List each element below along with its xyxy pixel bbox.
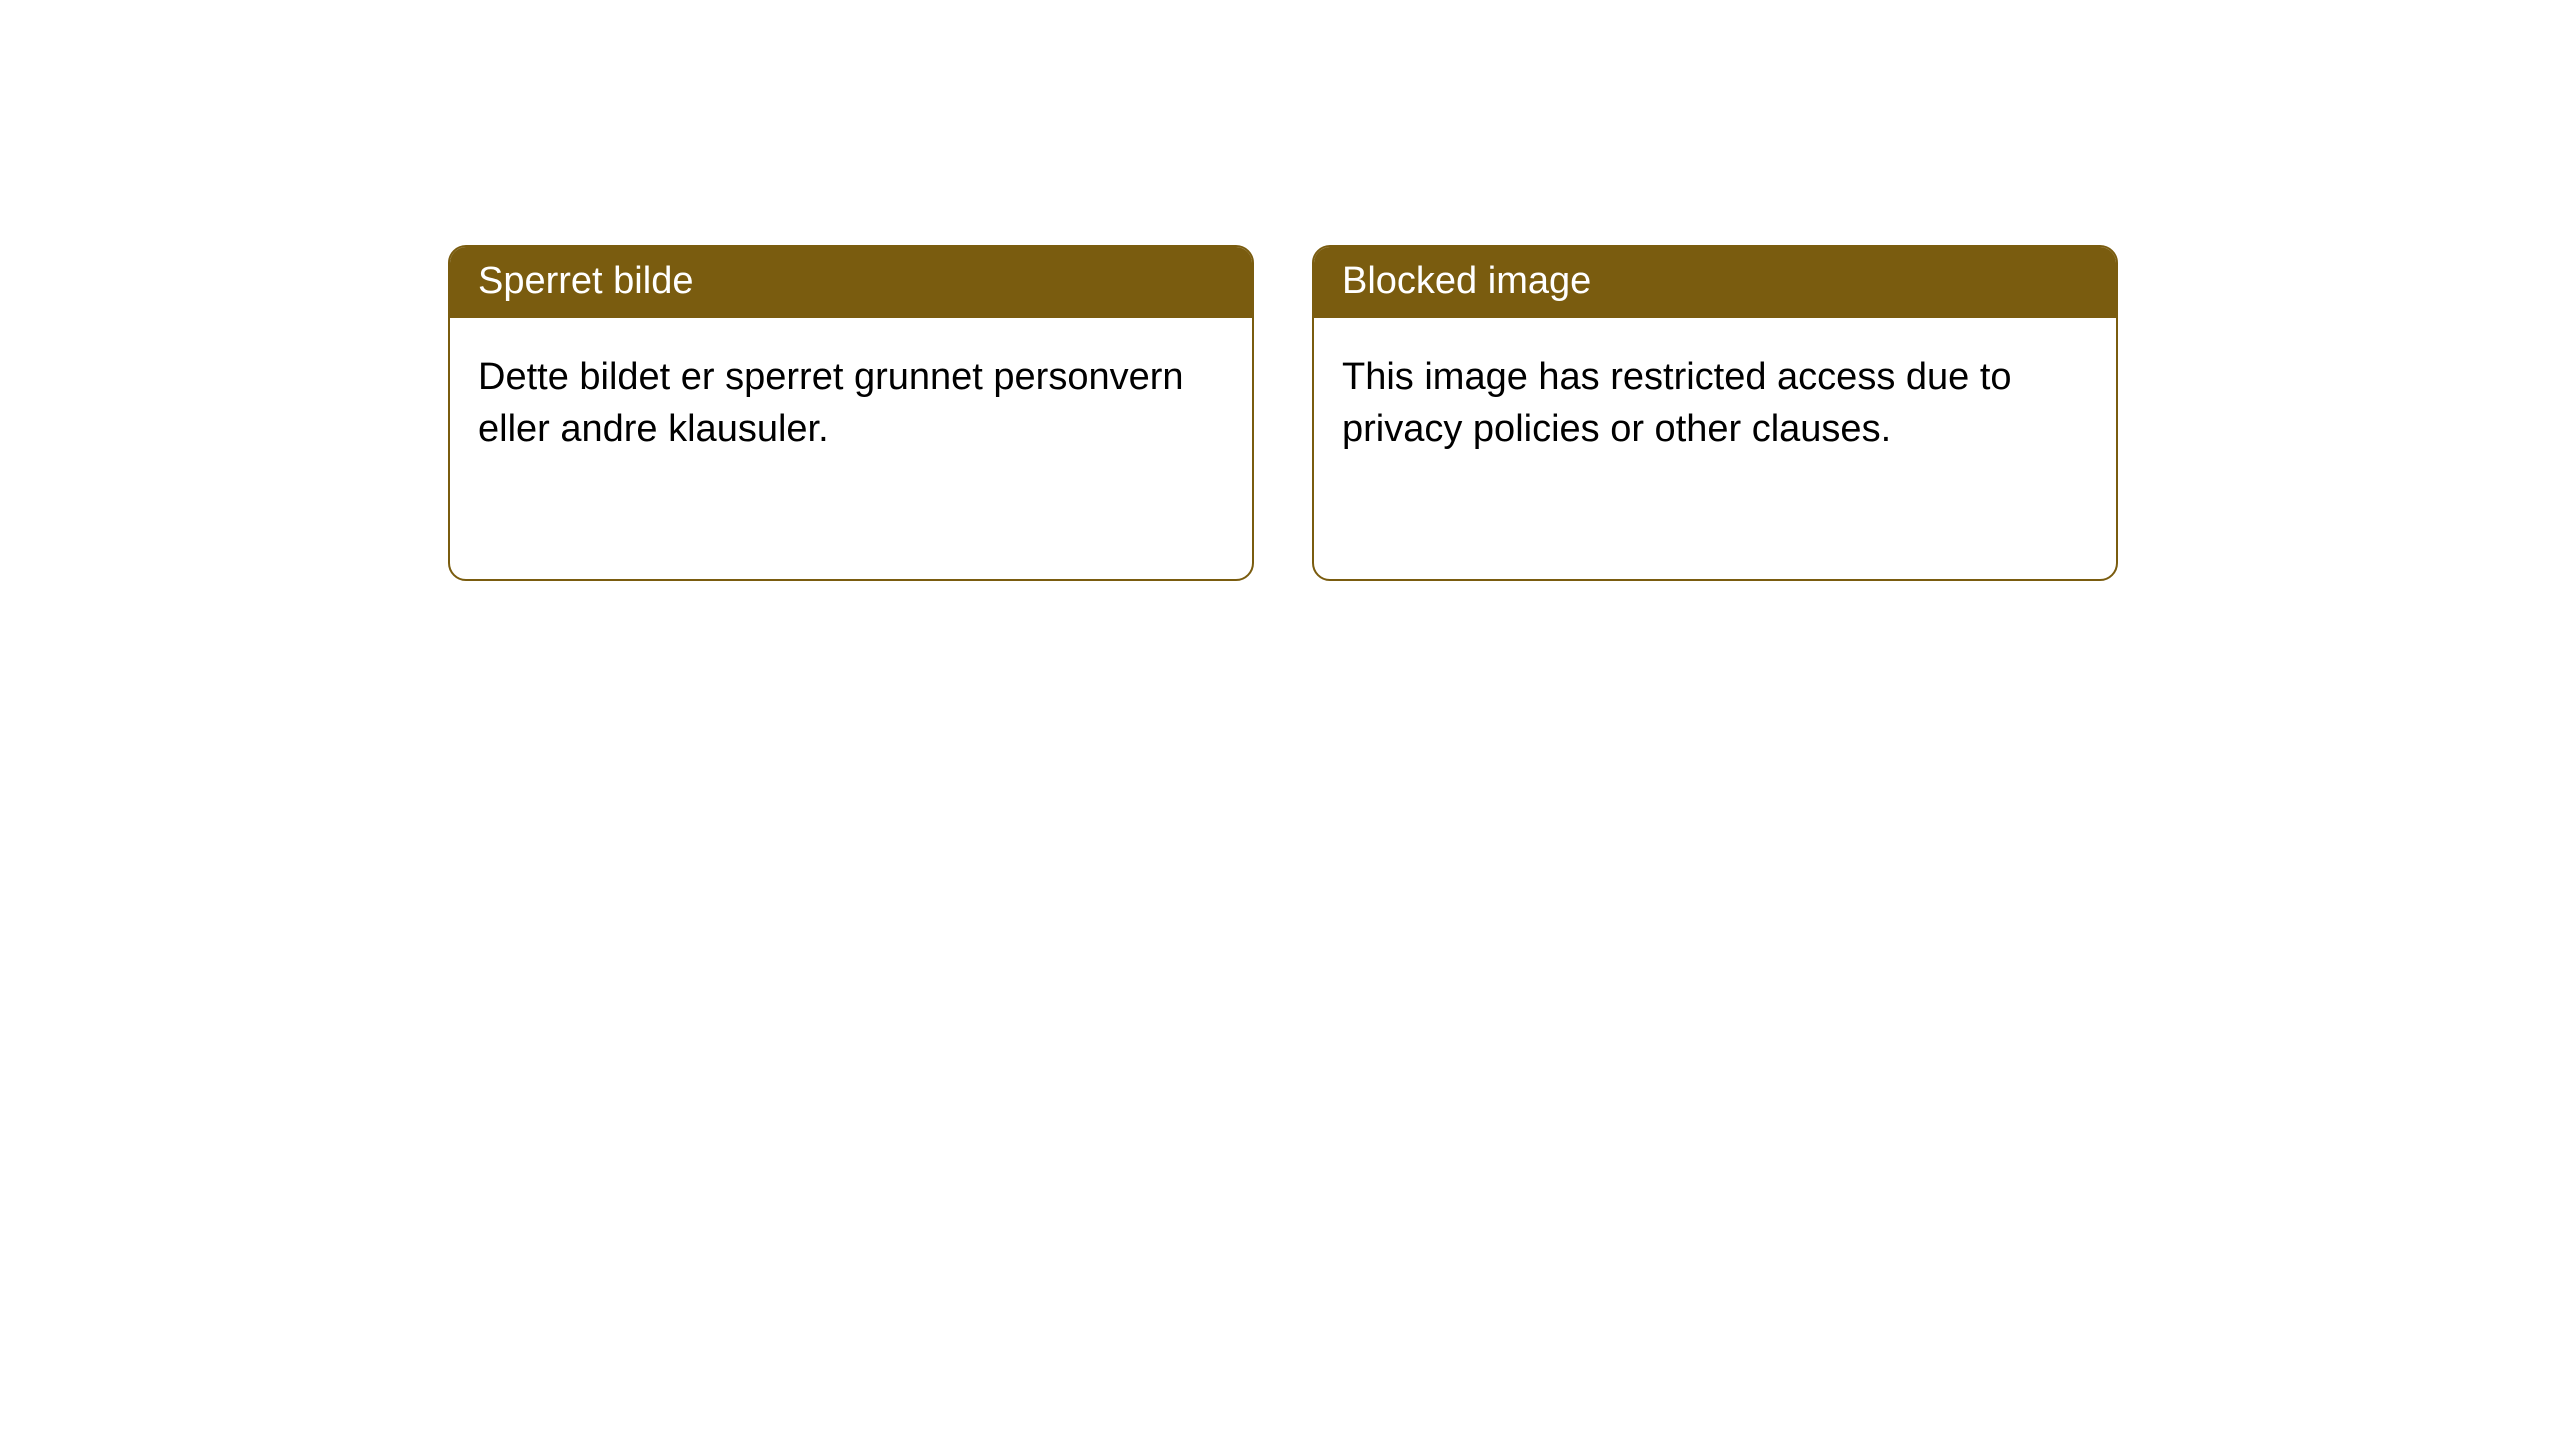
- notice-body-norwegian: Dette bildet er sperret grunnet personve…: [450, 318, 1252, 489]
- notice-container: Sperret bilde Dette bildet er sperret gr…: [0, 0, 2560, 581]
- notice-body-english: This image has restricted access due to …: [1314, 318, 2116, 489]
- notice-title-norwegian: Sperret bilde: [450, 247, 1252, 318]
- notice-card-norwegian: Sperret bilde Dette bildet er sperret gr…: [448, 245, 1254, 581]
- notice-title-english: Blocked image: [1314, 247, 2116, 318]
- notice-card-english: Blocked image This image has restricted …: [1312, 245, 2118, 581]
